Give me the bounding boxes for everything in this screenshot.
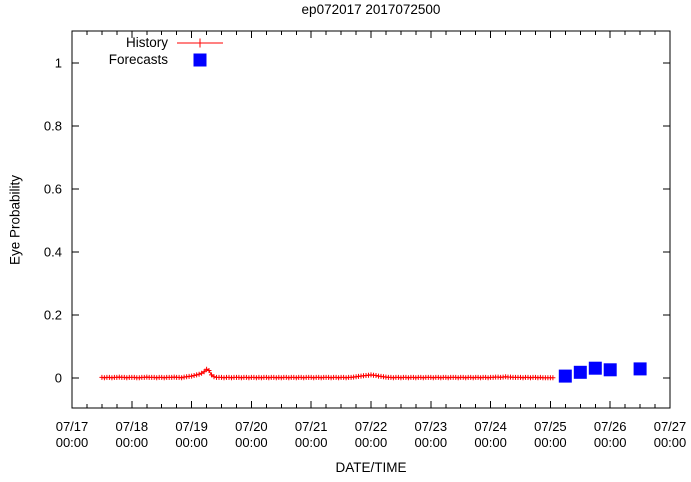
x-tick-label-time: 00:00 [654,435,687,450]
x-tick-label-time: 00:00 [175,435,208,450]
y-tick-label: 0.6 [44,182,62,197]
x-tick-label-date: 07/27 [654,419,687,434]
x-tick-label-date: 07/18 [116,419,149,434]
x-tick-label-date: 07/25 [534,419,567,434]
forecast-point [558,369,572,383]
x-tick-label-time: 00:00 [355,435,388,450]
history-series [99,366,556,381]
forecast-series [558,361,647,383]
legend-label-history: History [125,35,168,50]
y-tick-label: 0.8 [44,119,62,134]
x-tick-label-time: 00:00 [235,435,268,450]
x-tick-label-time: 00:00 [534,435,567,450]
x-tick-label-time: 00:00 [56,435,89,450]
y-tick-label: 0.4 [44,245,62,260]
x-tick-label-date: 07/24 [474,419,507,434]
plot-border [71,30,671,409]
x-tick-label-time: 00:00 [415,435,448,450]
x-tick-label-time: 00:00 [295,435,328,450]
y-tick-label: 0 [55,371,62,386]
forecast-point [603,363,617,377]
forecast-point [633,362,647,376]
x-tick-label-date: 07/23 [415,419,448,434]
forecast-point [573,365,587,379]
x-tick-label-time: 00:00 [116,435,149,450]
forecast-point [588,361,602,375]
forecast-square-icon [177,52,223,68]
x-tick-label-time: 00:00 [594,435,627,450]
legend-label-forecasts: Forecasts [108,52,168,67]
tick-labels: 00.20.40.60.8107/1700:0007/1800:0007/190… [44,56,686,450]
history-plus-markers [99,366,556,381]
chart-title: ep072017 2017072500 [301,2,441,17]
x-tick-label-time: 00:00 [474,435,507,450]
x-tick-label-date: 07/26 [594,419,627,434]
x-tick-label-date: 07/21 [295,419,328,434]
x-tick-label-date: 07/17 [56,419,89,434]
y-tick-label: 1 [55,56,62,71]
history-plus-line-icon [177,35,223,51]
y-tick-label: 0.2 [44,308,62,323]
x-tick-label-date: 07/22 [355,419,388,434]
axis-ticks [71,31,671,408]
x-tick-label-date: 07/20 [235,419,268,434]
x-axis-label: DATE/TIME [335,460,407,475]
x-tick-label-date: 07/19 [175,419,208,434]
y-axis-label: Eye Probability [7,174,23,266]
